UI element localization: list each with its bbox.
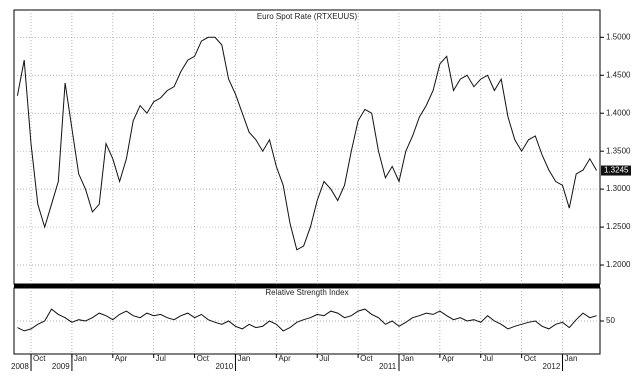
y-tick-label: 1.4000 [606, 108, 631, 117]
x-tick-label: Apr [115, 354, 128, 363]
year-label: 2012 [543, 362, 561, 371]
y-tick-label: 1.3000 [606, 184, 631, 193]
y-tick-label: 50 [606, 316, 615, 325]
x-tick-label: Apr [278, 354, 291, 363]
y-tick-label: 1.2000 [606, 260, 631, 269]
x-tick-label: Jul [156, 354, 166, 363]
x-tick-label: Apr [442, 354, 455, 363]
x-tick-label: Oct [524, 354, 537, 363]
x-tick-label: Jul [483, 354, 493, 363]
year-label: 2009 [52, 362, 70, 371]
series-line [16, 36, 598, 251]
x-tick-label: Jan [237, 354, 250, 363]
x-tick-label: Oct [33, 354, 46, 363]
x-tick-label: Oct [360, 354, 373, 363]
y-tick-label: 1.4500 [606, 70, 631, 79]
current-value-label: 1.3245 [604, 166, 629, 175]
year-label: 2011 [379, 362, 397, 371]
x-tick-label: Oct [197, 354, 210, 363]
rsi-title: Relative Strength Index [265, 288, 348, 297]
year-label: 2008 [11, 362, 29, 371]
x-tick-label: Jul [319, 354, 329, 363]
current-value-box [601, 165, 631, 176]
series-line [17, 308, 597, 332]
x-tick-label: Jan [565, 354, 578, 363]
year-label: 2010 [215, 362, 233, 371]
x-tick-label: Jan [74, 354, 87, 363]
chart-title: Euro Spot Rate (RTXEUUS) [257, 12, 358, 21]
y-tick-label: 1.3500 [606, 146, 631, 155]
y-tick-label: 1.2500 [606, 222, 631, 231]
price-frame [13, 9, 601, 285]
x-tick-label: Jan [401, 354, 414, 363]
y-tick-label: 1.5000 [606, 32, 631, 41]
